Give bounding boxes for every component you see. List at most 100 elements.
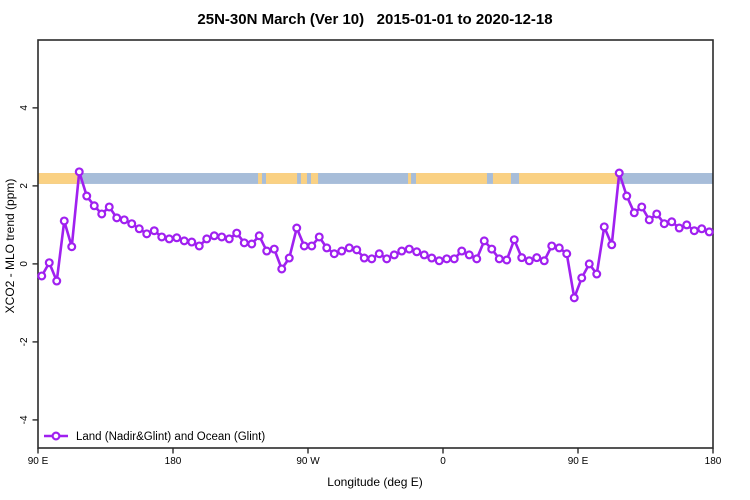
y-axis-label: XCO2 - MLO trend (ppm) (3, 179, 17, 314)
data-point-marker (37, 271, 47, 281)
data-point-marker (202, 234, 212, 244)
data-point-marker (674, 223, 684, 233)
data-point-marker (449, 254, 459, 264)
data-point-marker (179, 236, 189, 246)
data-point-marker (232, 228, 242, 238)
data-point-marker (614, 168, 624, 178)
data-point-marker (127, 219, 137, 229)
data-series (37, 167, 714, 303)
data-point-marker (314, 232, 324, 242)
data-point-marker (337, 246, 347, 256)
x-tick-label: 90 W (296, 456, 320, 467)
data-point-marker (569, 293, 579, 303)
data-point-marker (457, 246, 467, 256)
data-point-marker (149, 226, 159, 236)
data-point-marker (194, 241, 204, 251)
data-point-marker (59, 216, 69, 226)
data-point-marker (652, 209, 662, 219)
x-tick-label: 90 E (568, 456, 589, 467)
data-point-marker (67, 242, 77, 252)
data-point-marker (224, 234, 234, 244)
data-point-marker (434, 256, 444, 266)
data-point-marker (524, 256, 534, 266)
y-tick-label: 0 (19, 261, 30, 267)
data-point-marker (532, 253, 542, 263)
data-point-marker (44, 258, 54, 268)
data-point-marker (622, 191, 632, 201)
data-point-marker (697, 224, 707, 234)
data-point-marker (412, 247, 422, 257)
data-point-marker (142, 229, 152, 239)
x-tick-label: 90 E (28, 456, 49, 467)
data-point-marker (494, 254, 504, 264)
data-point-marker (322, 243, 332, 253)
data-point-marker (82, 191, 92, 201)
data-point-marker (659, 219, 669, 229)
y-tick-label: -4 (19, 415, 30, 424)
data-point-marker (562, 249, 572, 259)
x-tick-label: 0 (440, 456, 446, 467)
data-point-marker (277, 264, 287, 274)
y-tick-label: -2 (19, 337, 30, 346)
data-point-marker (359, 253, 369, 263)
data-point-marker (187, 237, 197, 247)
x-tick-label: 180 (165, 456, 182, 467)
data-point-marker (599, 222, 609, 232)
data-point-marker (517, 253, 527, 263)
legend-marker-icon (51, 431, 61, 441)
plot-box (37, 39, 714, 449)
data-point-marker (89, 201, 99, 211)
data-point-marker (644, 215, 654, 225)
data-point-marker (134, 224, 144, 234)
y-tick-label: 4 (19, 105, 30, 111)
data-point-marker (367, 254, 377, 264)
data-point-marker (284, 253, 294, 263)
data-point-marker (547, 241, 557, 251)
y-tick-label: 2 (19, 183, 30, 189)
data-point-marker (682, 220, 692, 230)
data-point-marker (464, 250, 474, 260)
data-point-marker (217, 232, 227, 242)
legend-label: Land (Nadir&Glint) and Ocean (Glint) (76, 431, 265, 443)
data-point-marker (209, 231, 219, 241)
data-point-marker (427, 253, 437, 263)
data-point-marker (584, 259, 594, 269)
data-point-marker (299, 241, 309, 251)
data-point-marker (112, 213, 122, 223)
data-point-marker (577, 273, 587, 283)
data-point-marker (592, 269, 602, 279)
data-point-marker (157, 232, 167, 242)
axis-ticks: 90 E 180 90 W 0 90 E 180 4 2 0 -2 -4 (19, 105, 722, 467)
land-ocean-band (38, 173, 713, 184)
data-point-marker (487, 244, 497, 254)
data-point-marker (419, 250, 429, 260)
data-point-marker (629, 208, 639, 218)
data-point-marker (97, 209, 107, 219)
data-point-marker (74, 167, 84, 177)
data-point-marker (292, 223, 302, 233)
data-point-marker (479, 236, 489, 246)
data-point-marker (104, 202, 114, 212)
data-point-marker (254, 231, 264, 241)
x-tick-label: 180 (705, 456, 722, 467)
legend: Land (Nadir&Glint) and Ocean (Glint) (44, 431, 265, 443)
data-point-marker (307, 241, 317, 251)
data-point-marker (704, 227, 714, 237)
data-point-marker (329, 249, 339, 259)
data-point-marker (607, 240, 617, 250)
data-point-marker (502, 255, 512, 265)
data-point-marker (637, 202, 647, 212)
data-point-marker (397, 246, 407, 256)
data-point-marker (52, 276, 62, 286)
data-point-marker (382, 254, 392, 264)
data-point-marker (164, 234, 174, 244)
data-point-marker (404, 244, 414, 254)
data-point-marker (554, 243, 564, 253)
data-point-marker (119, 215, 129, 225)
data-point-marker (509, 235, 519, 245)
data-point-marker (172, 233, 182, 243)
data-point-marker (262, 246, 272, 256)
data-point-marker (247, 239, 257, 249)
data-point-marker (389, 250, 399, 260)
